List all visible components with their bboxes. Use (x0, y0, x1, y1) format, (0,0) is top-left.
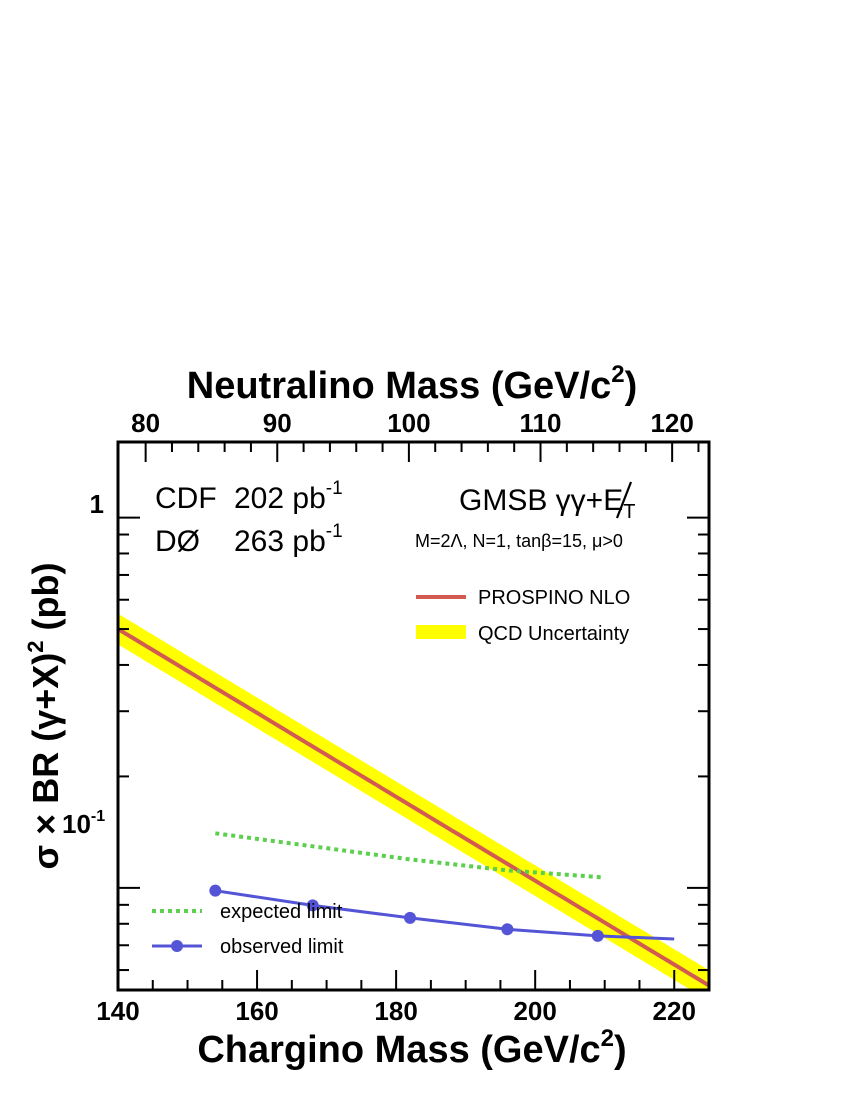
experiment-annotation: CDF 202 pb-1 DØ 263 pb-1 (155, 478, 343, 558)
expected-limit-line (215, 831, 605, 880)
legend-observed-label: observed limit (220, 936, 344, 958)
legend-band-swatch (416, 625, 466, 639)
observed-limit-point (591, 929, 604, 942)
top-tick-label: 120 (650, 408, 693, 438)
model-params: M=2Λ, N=1, tanβ=15, μ>0 (415, 531, 623, 551)
top-tick-label: 110 (520, 408, 562, 438)
legend-band-label: QCD Uncertainty (478, 623, 629, 645)
cdf-label: CDF (155, 482, 217, 515)
y-tick-label-0.1: 10-1 (62, 808, 105, 839)
x-tick-label: 160 (235, 996, 278, 1026)
tick-layer: 140 160 180 200 220 80 90 100 110 120 (96, 408, 710, 1026)
y-axis-title: σ × BR (γ+X)2 (pb) (23, 563, 66, 870)
model-title: GMSB γγ+ET (459, 484, 635, 523)
top-tick-label: 90 (263, 408, 292, 438)
x-tick-label: 140 (96, 996, 139, 1026)
x-axis-title: Chargino Mass (GeV/c2) (197, 1025, 626, 1071)
legend-expected-label: expected limit (220, 901, 343, 923)
observed-limit-line (215, 889, 675, 941)
top-tick-label: 80 (131, 408, 160, 438)
observed-limit-point (209, 884, 222, 897)
top-tick-label: 100 (387, 408, 430, 438)
observed-limit-point (404, 911, 417, 924)
x-tick-label: 180 (374, 996, 417, 1026)
observed-limit-point (501, 923, 514, 936)
top-axis-title: Neutralino Mass (GeV/c2) (187, 361, 637, 407)
plot-frame (116, 440, 711, 992)
legend-top: PROSPINO NLO QCD Uncertainty (416, 587, 630, 645)
y-tick-label-1: 1 (90, 489, 104, 519)
plot-area (118, 613, 709, 990)
x-tick-label: 220 (653, 996, 696, 1026)
cdf-lumi: 202 pb-1 (234, 478, 343, 515)
legend-observed-marker (171, 940, 183, 952)
observed-limit-point (306, 899, 319, 912)
d0-label: DØ (155, 525, 200, 558)
prospino-nlo-line (118, 626, 709, 988)
d0-lumi: 263 pb-1 (234, 521, 343, 558)
plot-data-layer (118, 613, 709, 990)
legend-theory-label: PROSPINO NLO (478, 587, 630, 609)
legend-bottom: expected limit observed limit (152, 901, 344, 958)
met-slash (615, 481, 633, 519)
x-tick-label: 200 (513, 996, 556, 1026)
